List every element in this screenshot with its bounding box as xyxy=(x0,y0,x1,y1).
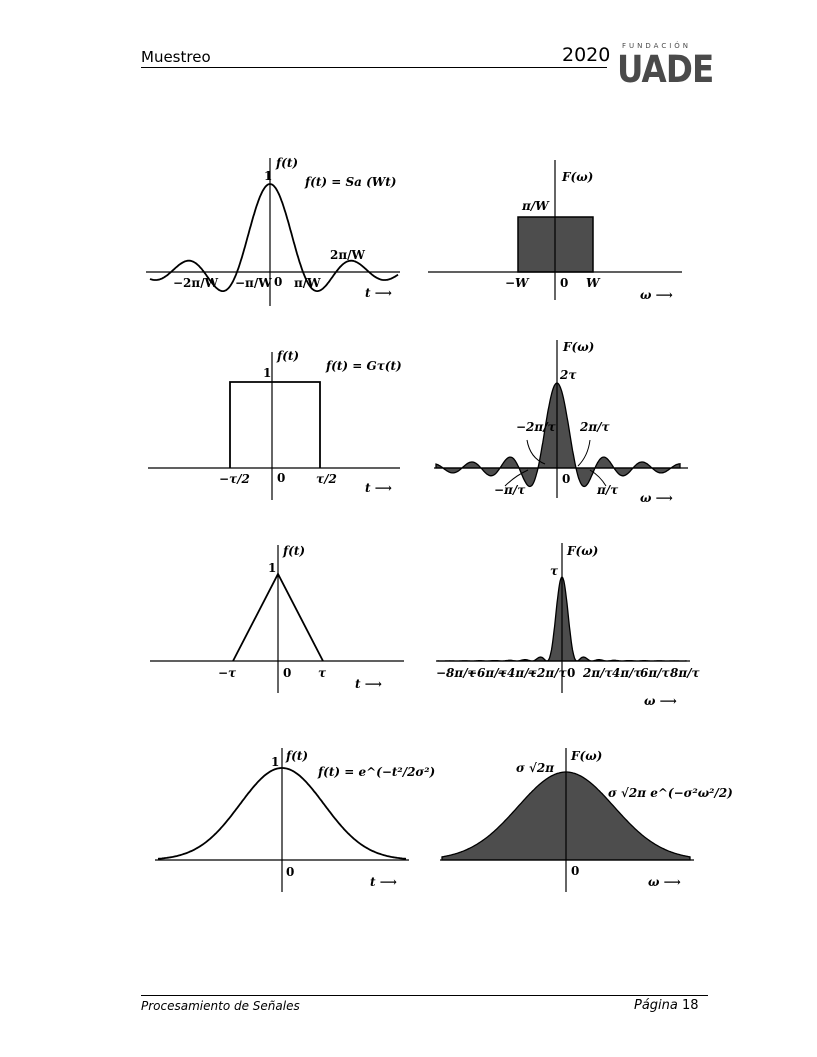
peak-label: 1 xyxy=(268,561,276,575)
triangle-time-plot: f(t) 1 0 −τ τ t ⟶ xyxy=(150,544,404,693)
tick-label: −4π/τ xyxy=(497,666,538,680)
origin-label: 0 xyxy=(274,275,282,289)
peak-label: 2τ xyxy=(559,368,577,382)
neg-label: −τ xyxy=(218,666,237,680)
w-axis-label: ω ⟶ xyxy=(640,491,673,505)
footer-page: Página 18 xyxy=(634,998,699,1013)
height-label: π/W xyxy=(521,199,550,213)
tick-label: 2π/W xyxy=(330,248,366,262)
gate-time-plot: f(t) 1 f(t) = Gτ(t) 0 −τ/2 τ/2 t ⟶ xyxy=(148,349,402,500)
t-axis-label: t ⟶ xyxy=(365,481,392,495)
pos-label: τ xyxy=(318,666,327,680)
formula-label: f(t) = Gτ(t) xyxy=(325,359,402,373)
neg-label: −τ/2 xyxy=(219,472,250,486)
neg-label: −W xyxy=(505,276,530,290)
w-axis-label: ω ⟶ xyxy=(640,288,673,302)
axis-label-f: f(t) xyxy=(282,544,305,558)
annotation-label: −π/τ xyxy=(494,483,526,497)
axis-label-f: f(t) xyxy=(276,349,299,363)
annotation-label: −2π/τ xyxy=(516,420,557,434)
peak-label: 1 xyxy=(271,755,279,769)
t-axis-label: t ⟶ xyxy=(355,677,382,691)
axis-label-F: F(ω) xyxy=(570,749,602,763)
formula-label: f(t) = e^(−t²/2σ²) xyxy=(317,765,435,779)
formula-label: f(t) = Sa (Wt) xyxy=(304,175,396,189)
origin-label: 0 xyxy=(571,864,579,878)
page-number: 18 xyxy=(682,998,699,1013)
sinc-squared-spectrum-plot: F(ω) τ 0 ω ⟶ −8π/τ −6π/τ −4π/τ −2π/τ 2π/… xyxy=(436,543,701,708)
tick-label: 2π/τ xyxy=(582,666,614,680)
axis-label-f: f(t) xyxy=(285,749,308,763)
annotation-label: 2π/τ xyxy=(579,420,611,434)
gaussian-spectrum-plot: F(ω) σ √2π σ √2π e^(−σ²ω²/2) 0 ω ⟶ xyxy=(440,748,733,892)
rect-spectrum-plot: F(ω) π/W −W 0 W ω ⟶ xyxy=(428,160,682,302)
tick-label: 8π/τ xyxy=(670,666,701,680)
tick-label: −π/W xyxy=(235,276,272,290)
axis-label-F: F(ω) xyxy=(562,340,594,354)
t-axis-label: t ⟶ xyxy=(365,286,392,300)
footer-rule xyxy=(141,995,708,996)
peak-label: 1 xyxy=(264,169,272,183)
tick-label: −2π/τ xyxy=(527,666,568,680)
w-axis-label: ω ⟶ xyxy=(648,875,681,889)
gaussian-time-plot: f(t) 1 f(t) = e^(−t²/2σ²) 0 t ⟶ xyxy=(155,748,435,892)
page-word: Página xyxy=(634,998,678,1013)
footer-course: Procesamiento de Señales xyxy=(141,999,300,1013)
tick-label: 6π/τ xyxy=(640,666,671,680)
logo-big-text: UADE xyxy=(617,48,714,91)
axis-label-f: f(t) xyxy=(275,156,298,170)
tick-label: π/W xyxy=(294,276,321,290)
axis-label-F: F(ω) xyxy=(566,544,598,558)
tick-label: −8π/τ xyxy=(436,666,477,680)
origin-label: 0 xyxy=(286,865,294,879)
peak-label: 1 xyxy=(263,366,271,380)
t-axis-label: t ⟶ xyxy=(370,875,397,889)
logo-small-text: FUNDACIÓN xyxy=(622,42,692,50)
annotation-label: π/τ xyxy=(596,483,619,497)
header-year: 2020 xyxy=(562,44,611,66)
peak-label: σ √2π xyxy=(516,761,554,775)
header-rule xyxy=(141,67,607,68)
sinc-spectrum-plot: F(ω) 2τ 0 ω ⟶ −2π/τ 2π/τ −π/τ π/τ xyxy=(434,340,688,505)
uade-logo: FUNDACIÓN UADE xyxy=(617,40,714,91)
origin-label: 0 xyxy=(567,666,575,680)
pos-label: τ/2 xyxy=(316,472,337,486)
peak-label: τ xyxy=(550,564,559,578)
w-axis-label: ω ⟶ xyxy=(644,694,677,708)
origin-label: 0 xyxy=(562,472,570,486)
origin-label: 0 xyxy=(277,471,285,485)
origin-label: 0 xyxy=(560,276,568,290)
tick-label: −6π/τ xyxy=(467,666,508,680)
sinc-time-plot: f(t) 1 f(t) = Sa (Wt) 0 t ⟶ −2π/W −π/W π… xyxy=(146,156,400,306)
formula-label: σ √2π e^(−σ²ω²/2) xyxy=(608,786,733,800)
tick-label: −2π/W xyxy=(173,276,219,290)
header-title: Muestreo xyxy=(141,48,211,66)
pos-label: W xyxy=(586,276,601,290)
tick-label: 4π/τ xyxy=(612,666,643,680)
axis-label-F: F(ω) xyxy=(561,170,593,184)
origin-label: 0 xyxy=(283,666,291,680)
